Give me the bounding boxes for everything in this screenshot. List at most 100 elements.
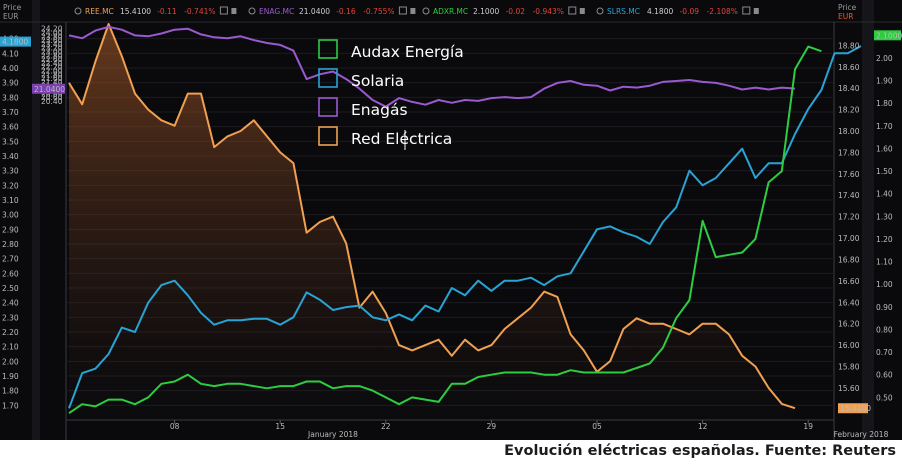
- left-secondary-tick-label: 23.60: [41, 36, 63, 45]
- left-secondary-tick-label: 23.40: [41, 40, 63, 49]
- ticker-settings-icon: [422, 7, 430, 15]
- ticker-settings-icon: [74, 7, 82, 15]
- left-primary-tick-label: 3.60: [2, 123, 19, 132]
- right-primary-tick-label: 1.50: [876, 167, 893, 176]
- figure-caption: Evolución eléctricas españolas. Fuente: …: [504, 443, 896, 459]
- left-primary-tick-label: 3.00: [2, 211, 19, 220]
- ticker-code: REE.MC: [85, 7, 114, 16]
- right-secondary-tick-label: 15.60: [838, 384, 860, 393]
- left-primary-tick-label: 3.40: [2, 152, 19, 161]
- right-secondary-tick-label: 17.20: [838, 213, 860, 222]
- legend-swatch-ree: [318, 126, 338, 146]
- ticker-change: -0.09: [680, 7, 700, 16]
- ticker-settings-icon: [596, 7, 604, 15]
- ticker-change-percent: -0.755%: [363, 7, 394, 16]
- left-primary-tick-label: 3.20: [2, 181, 19, 190]
- left-secondary-tick-label: 24.20: [41, 25, 63, 34]
- ticker-settings-icon: [248, 7, 256, 15]
- legend-label-audax: Audax Energía: [351, 43, 464, 61]
- enagas-last-marker-box: [32, 83, 65, 94]
- left-secondary-tick-label: 20.60: [41, 93, 63, 102]
- x-tick-label: 29: [487, 422, 497, 431]
- right-primary-tick-label: 0.60: [876, 371, 893, 380]
- series-layer: [68, 23, 862, 415]
- enagas-last-marker-label: 21.0400: [34, 85, 65, 94]
- right-secondary-tick-label: 18.00: [838, 127, 860, 136]
- right-secondary-tick-label: 18.40: [838, 84, 860, 93]
- ticker-delete-icon: [579, 8, 585, 14]
- x-axis: 0815222905121926051219January 2018Februa…: [170, 420, 889, 439]
- ticker-delete-icon: [753, 8, 759, 14]
- x-month-label: January 2018: [307, 430, 358, 439]
- right-secondary-tick-label: 15.80: [838, 362, 860, 371]
- right-secondary-tick-label: 16.00: [838, 341, 860, 350]
- ticker-toggle-icon: [219, 6, 228, 15]
- left-secondary-tick-label: 23.80: [41, 32, 63, 41]
- left-secondary-tick-label: 21.60: [41, 74, 63, 83]
- left-primary-tick-label: 3.50: [2, 137, 19, 146]
- x-tick-label: 19: [803, 422, 813, 431]
- left-scale-title: Price: [3, 3, 22, 12]
- ticker-last-price: 21.0400: [299, 7, 330, 16]
- legend: Audax Energía Solaria Enagás Red Eléctri…: [318, 39, 464, 150]
- legend-swatch-audax: [318, 39, 338, 59]
- left-primary-tick-label: 2.60: [2, 269, 19, 278]
- ticker-code: SLRS.MC: [607, 7, 640, 16]
- left-secondary-tick-label: 22.60: [41, 55, 63, 64]
- x-tick-label: 08: [170, 422, 180, 431]
- right-secondary-tick-label: 18.60: [838, 63, 860, 72]
- right-primary-tick-label: 1.00: [876, 280, 893, 289]
- x-tick-label: 15: [275, 422, 285, 431]
- left-secondary-tick-label: 22.80: [41, 51, 63, 60]
- right-scale-currency: EUR: [838, 12, 853, 21]
- x-tick-label: 05: [592, 422, 602, 431]
- area-layer: [69, 24, 795, 420]
- right-primary-tick-label: 1.90: [876, 77, 893, 86]
- series-line-enag-mc: [68, 25, 796, 108]
- right-primary-tick-label: 1.70: [876, 122, 893, 131]
- left-primary-tick-label: 3.10: [2, 196, 19, 205]
- x-tick-label: 12: [698, 422, 708, 431]
- right-secondary-tick-label: 18.80: [838, 41, 860, 50]
- solaria-last-marker-label: 4.1800: [2, 38, 28, 47]
- ticker-last-price: 2.1000: [473, 7, 499, 16]
- chart-canvas: 24.2024.0023.8023.6023.4023.2023.0022.80…: [0, 0, 902, 440]
- ticker-toggle-icon: [742, 6, 751, 15]
- left-primary-tick-label: 2.90: [2, 225, 19, 234]
- right-secondary-tick-label: 16.20: [838, 320, 860, 329]
- left-secondary-tick-label: 22.40: [41, 59, 63, 68]
- right-primary-tick-label: 1.20: [876, 235, 893, 244]
- left-secondary-tick-label: 20.40: [41, 97, 63, 106]
- last-value-markers: 4.1800 21.0400 15.4100 2.1000: [0, 30, 902, 414]
- right-primary-tick-label: 1.30: [876, 212, 893, 221]
- ticker-last-price: 15.4100: [120, 7, 151, 16]
- x-month-label: February 2018: [834, 430, 889, 439]
- right-primary-tick-label: 1.40: [876, 190, 893, 199]
- right-secondary-tick-label: 16.60: [838, 277, 860, 286]
- left-scale-currency: EUR: [3, 12, 18, 21]
- ticker-change-percent: -2.108%: [707, 7, 738, 16]
- left-primary-tick-label: 3.80: [2, 93, 19, 102]
- ticker-code: ADXR.MC: [433, 7, 468, 16]
- left-primary-tick-label: 3.30: [2, 167, 19, 176]
- left-primary-tick-label: 1.70: [2, 401, 19, 410]
- left-primary-tick-label: 2.50: [2, 284, 19, 293]
- right-primary-tick-label: 0.90: [876, 303, 893, 312]
- right-secondary-tick-label: 16.40: [838, 298, 860, 307]
- ree-last-marker-box: [838, 403, 868, 414]
- ree-area-fill: [69, 24, 795, 420]
- legend-swatch-solaria: [318, 68, 338, 88]
- left-secondary-tick-label: 20.80: [41, 89, 63, 98]
- right-secondary-tick-label: 16.80: [838, 255, 860, 264]
- ticker-change: -0.02: [506, 7, 526, 16]
- ree-last-marker-label: 15.4100: [840, 404, 871, 413]
- left-primary-tick-label: 2.80: [2, 240, 19, 249]
- left-secondary-tick-label: 23.20: [41, 44, 63, 53]
- left-primary-tick-label: 4.00: [2, 64, 19, 73]
- right-secondary-tick-label: 17.60: [838, 170, 860, 179]
- left-primary-tick-label: 4.10: [2, 49, 19, 58]
- right-secondary-tick-label: 17.00: [838, 234, 860, 243]
- left-secondary-tick-label: 24.00: [41, 29, 63, 38]
- right-secondary-tick-label: 17.40: [838, 191, 860, 200]
- audax-last-marker-box: [874, 30, 901, 41]
